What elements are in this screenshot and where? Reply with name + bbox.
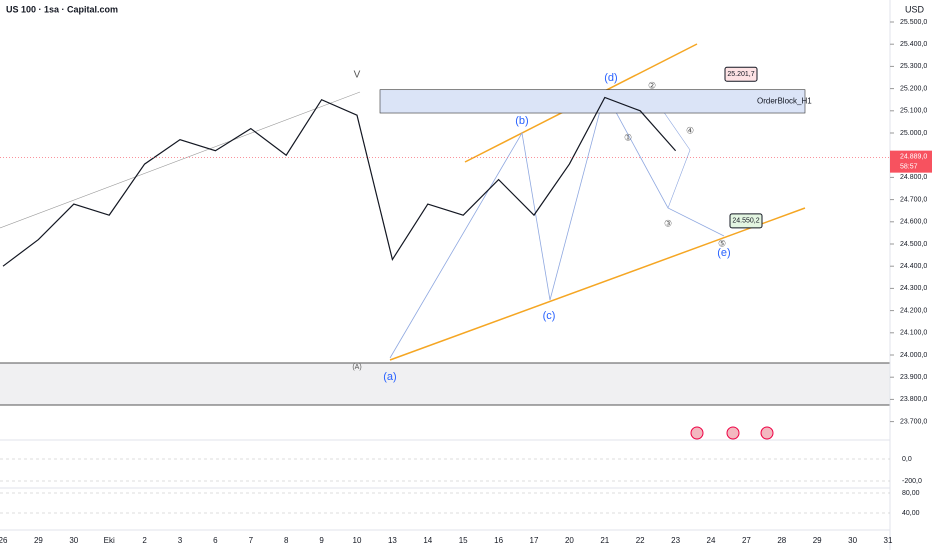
last-price-box (890, 150, 932, 173)
last-price-label: 24.889,0 (900, 153, 927, 160)
y-tick-label: 24.400,0 (900, 263, 927, 270)
wave-label: (a) (383, 371, 396, 383)
x-tick-label: 28 (777, 536, 786, 545)
x-tick-label: 23 (671, 536, 680, 545)
x-tick-label: 17 (530, 536, 539, 545)
y-tick-label: 24.300,0 (900, 285, 927, 292)
y-tick-label: 24.200,0 (900, 307, 927, 314)
x-tick-label: 10 (353, 536, 362, 545)
y-tick-label: 23.700,0 (900, 418, 927, 425)
x-tick-label: 24 (707, 536, 716, 545)
x-tick-label: 30 (848, 536, 857, 545)
wave-label: ③ (664, 218, 672, 228)
title: US 100 · 1sa · Capital.com (6, 4, 118, 14)
wave-label: ① (624, 132, 632, 142)
y-tick-label: 24.700,0 (900, 196, 927, 203)
price-tag (724, 66, 758, 82)
x-tick-label: 29 (813, 536, 822, 545)
x-tick-label: 21 (600, 536, 609, 545)
price-tag-label: 25.201,7 (727, 71, 754, 78)
y-tick-label: 40,00 (902, 510, 920, 517)
x-tick-label: 31 (884, 536, 893, 545)
indicators (690, 426, 774, 440)
y-tick-label: 25.100,0 (900, 108, 927, 115)
x-tick-label: 20 (565, 536, 574, 545)
wave-label: (A) (352, 364, 361, 371)
x-tick-label: 26 (0, 536, 8, 545)
countdown: 58:57 (900, 163, 918, 170)
x-tick-label: 3 (178, 536, 183, 545)
event-icon (760, 426, 774, 440)
order-block-label: OrderBlock_H1 (757, 97, 812, 106)
y-tick-label: 24.000,0 (900, 352, 927, 359)
wave-label: V (354, 70, 361, 81)
y-tick-label: 80,00 (902, 490, 920, 497)
price-tag-label: 24.550,2 (732, 218, 759, 225)
y-tick-label: -200,0 (902, 478, 922, 485)
y-tick-label: 25.200,0 (900, 85, 927, 92)
x-tick-label: 9 (319, 536, 324, 545)
y-tick-label: 23.900,0 (900, 374, 927, 381)
y-tick-label: 24.600,0 (900, 219, 927, 226)
event-icon (726, 426, 740, 440)
wave-line (389, 90, 725, 359)
channel-line (389, 207, 806, 361)
price-line (2, 96, 677, 267)
x-tick-label: 15 (459, 536, 468, 545)
y-tick-label: 24.100,0 (900, 330, 927, 337)
x-tick-label: Eki (104, 536, 115, 545)
x-tick-label: 2 (142, 536, 147, 545)
x-tick-label: 6 (213, 536, 218, 545)
y-tick-label: 23.800,0 (900, 396, 927, 403)
x-tick-label: 7 (249, 536, 254, 545)
y-tick-label: 24.800,0 (900, 174, 927, 181)
x-tick-label: 13 (388, 536, 397, 545)
order-block (379, 89, 806, 114)
wave-label: (e) (717, 247, 730, 259)
wave-label: ⑤ (718, 238, 726, 248)
x-tick-label: 29 (34, 536, 43, 545)
x-tick-label: 27 (742, 536, 751, 545)
currency: USD (905, 4, 925, 14)
y-tick-label: 25.500,0 (900, 19, 927, 26)
y-tick-label: 24.500,0 (900, 241, 927, 248)
x-tick-label: 22 (636, 536, 645, 545)
price-tag (729, 213, 763, 229)
y-tick-label: 25.000,0 (900, 130, 927, 137)
zone (0, 363, 890, 405)
wave-label: (c) (543, 310, 556, 322)
trend-line (0, 91, 361, 229)
y-tick-label: 0,0 (902, 456, 912, 463)
x-tick-label: 30 (69, 536, 78, 545)
wave-label: ④ (686, 125, 694, 135)
y-tick-label: 25.300,0 (900, 63, 927, 70)
event-icon (690, 426, 704, 440)
y-tick-label: 25.400,0 (900, 41, 927, 48)
wave-label: (d) (604, 72, 617, 84)
x-tick-label: 14 (423, 536, 432, 545)
x-tick-label: 8 (284, 536, 289, 545)
wave-label: (b) (515, 115, 528, 127)
x-tick-label: 16 (494, 536, 503, 545)
wave-label: ② (648, 80, 656, 90)
